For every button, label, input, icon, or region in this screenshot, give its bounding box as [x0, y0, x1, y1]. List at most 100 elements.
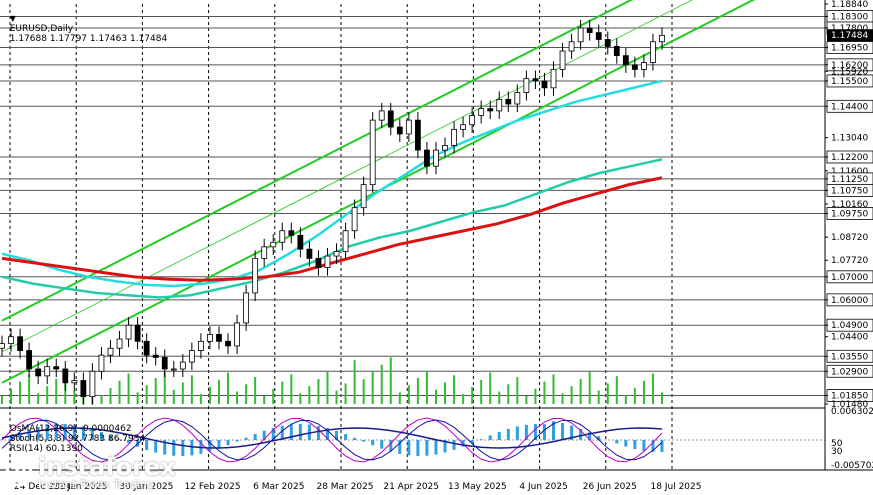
- candle-body: [297, 234, 304, 250]
- volume-bar: [272, 388, 275, 404]
- volume-bar: [489, 372, 492, 404]
- osma-bar: [398, 440, 402, 454]
- volume-bar: [127, 373, 130, 404]
- candle-body: [170, 368, 177, 371]
- moving-averages: [1, 79, 663, 299]
- stoch-main-line: [1, 417, 663, 463]
- candle-body: [179, 361, 186, 370]
- volume-bar: [507, 384, 510, 404]
- candle-body: [270, 241, 277, 248]
- candle-body: [0, 343, 5, 349]
- candle-body: [387, 110, 394, 128]
- volume-bar: [552, 374, 555, 404]
- candle-body: [8, 336, 14, 345]
- time-tick-label: 17 Jan 2025: [53, 482, 107, 492]
- moving-average-line: [1, 79, 663, 288]
- ohlc-values: 1.17688 1.17797 1.17463 1.17484: [9, 34, 168, 44]
- symbol-label: EURUSD,Daily: [9, 24, 74, 34]
- candle-body: [622, 55, 629, 66]
- price-tick-label: 1.09750: [831, 209, 868, 219]
- moving-average-line: [1, 158, 663, 299]
- volume-bar: [534, 388, 537, 404]
- price-tick-label: 1.04900: [831, 321, 868, 331]
- oscillator-tick-label: 30: [831, 447, 843, 457]
- volume-bar: [290, 374, 293, 404]
- brand-name: instaforex: [38, 453, 176, 481]
- dropdown-triangle-icon[interactable]: ▼: [9, 14, 16, 23]
- time-tick-label: 6 Mar 2025: [253, 482, 304, 492]
- oscillator-tick-label: 50: [831, 439, 843, 449]
- volume-bar: [181, 382, 184, 404]
- volume-bar: [615, 376, 618, 404]
- osma-bar: [633, 440, 637, 450]
- volume-bar: [281, 381, 284, 404]
- time-tick-label: 21 Apr 2025: [383, 482, 439, 492]
- osma-bar: [434, 440, 438, 455]
- osma-bar: [497, 431, 501, 440]
- candle-body: [568, 41, 575, 52]
- volume-bar: [661, 392, 663, 404]
- candle-body: [288, 230, 295, 236]
- volume-bar: [199, 394, 202, 404]
- osma-bar: [416, 440, 420, 456]
- candle-body: [532, 78, 539, 82]
- volume-bar: [227, 372, 230, 404]
- osma-bar: [9, 436, 13, 440]
- indicator-header: OsMA(12,26,9) -0.0000462 Stoch(5,3,3) 92…: [4, 414, 145, 454]
- volume-bar: [561, 393, 564, 404]
- osma-bar: [307, 424, 311, 440]
- price-tick-label: 1.10750: [831, 186, 868, 196]
- volume-bar: [37, 393, 40, 404]
- volume-bar: [28, 374, 31, 404]
- osma-bar: [18, 432, 22, 440]
- candle-body: [152, 354, 159, 358]
- volume-bar: [543, 381, 546, 404]
- time-tick-label: 30 Jan 2025: [119, 482, 173, 492]
- volume-bar: [326, 371, 329, 404]
- time-tick-label: 4 Jun 2025: [519, 482, 567, 492]
- rsi-label: RSI(14) 60.1390: [9, 444, 83, 454]
- osma-bar: [425, 440, 429, 456]
- osma-bar: [298, 424, 302, 440]
- volume-bar: [380, 364, 383, 404]
- candle-body: [469, 115, 476, 126]
- candle-body: [107, 347, 114, 356]
- osma-bar: [154, 440, 158, 453]
- price-tick-label: 1.16200: [831, 61, 868, 71]
- candle-body: [188, 350, 195, 363]
- candle-body: [460, 124, 466, 130]
- volume-bar: [651, 373, 654, 404]
- osma-bar: [470, 440, 474, 443]
- volume-bar: [109, 387, 112, 404]
- candle-body: [198, 340, 204, 351]
- volume-bar: [525, 396, 528, 404]
- volume-bar: [236, 391, 239, 404]
- candle-body: [487, 108, 494, 112]
- price-tick-label: 1.01480: [831, 400, 868, 410]
- osma-bar: [145, 440, 149, 450]
- candle-body: [80, 380, 87, 398]
- candle-body: [17, 336, 23, 351]
- volume-bar: [10, 388, 13, 404]
- price-tick-label: 1.16950: [831, 44, 868, 54]
- candle-body: [26, 350, 33, 370]
- volume-bar: [335, 390, 338, 404]
- candle-body: [496, 98, 503, 112]
- volume-bar: [398, 392, 401, 404]
- brand-watermark: instaforex Instant Forex Trading: [4, 455, 176, 491]
- candle-body: [207, 334, 213, 342]
- volume-bar: [73, 390, 76, 404]
- osma-bar: [597, 436, 601, 440]
- osma-bar: [271, 427, 275, 440]
- osma-bar: [289, 424, 293, 440]
- candle-body: [577, 27, 584, 43]
- stoch-label: Stoch(5,3,3) 92.7783 86.7934: [9, 434, 146, 444]
- rsi-line: [1, 427, 663, 449]
- price-tick-label: 1.06000: [831, 296, 868, 306]
- candle-body: [378, 110, 385, 121]
- osma-bar: [380, 440, 384, 449]
- candle-body: [405, 119, 412, 135]
- volume-bar: [498, 391, 501, 404]
- osma-bar: [226, 440, 230, 446]
